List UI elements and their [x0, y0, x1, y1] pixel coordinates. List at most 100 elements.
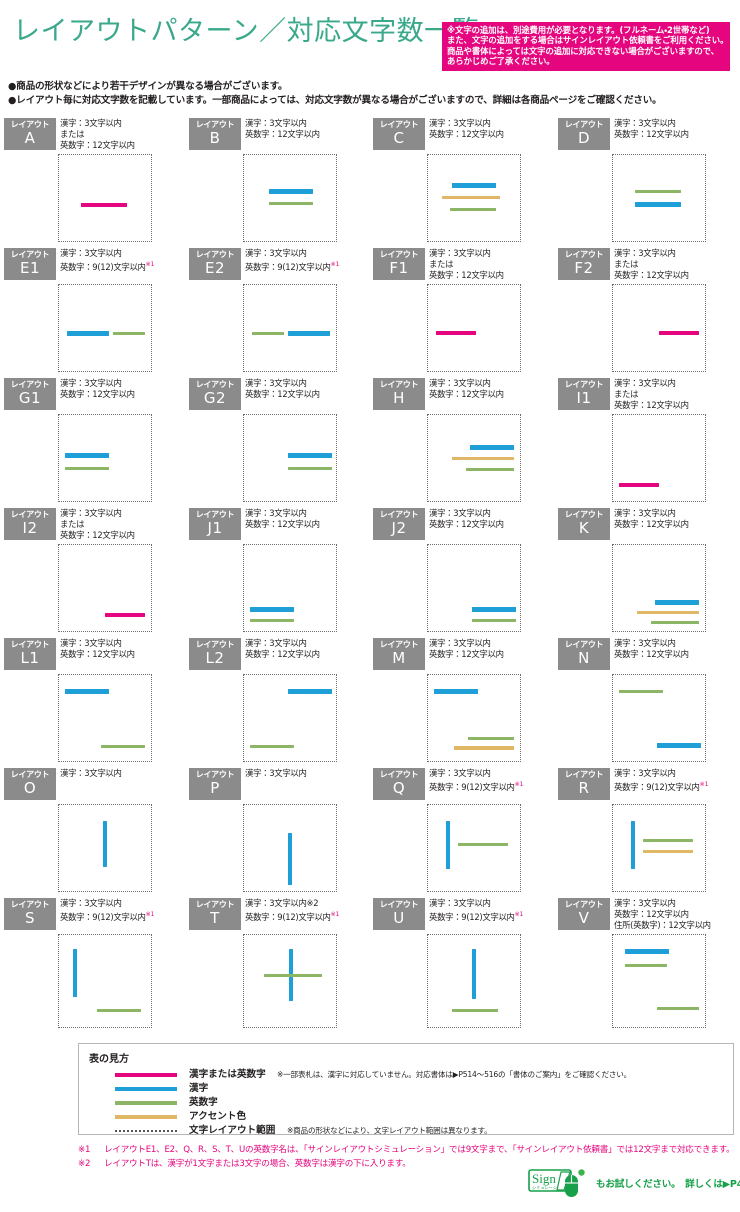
layout-stroke-kanji: [103, 821, 107, 867]
layout-badge-prefix: レイアウト: [10, 770, 50, 779]
layout-row: レイアウト O 漢字：3文字以内 レイアウト P 漢字：3文字以内 レイアウト Q 漢字：3文字…: [0, 768, 740, 898]
layout-spec-line: 英数字：12文字以内: [614, 129, 689, 139]
layout-badge-id: A: [24, 129, 36, 147]
footnote-marker: ※1: [699, 781, 709, 788]
layout-spec: 漢字：3文字以内 英数字：9(12)文字以内※1: [614, 768, 740, 793]
layout-spec-line: 漢字：3文字以内: [60, 248, 122, 258]
layout-stroke-kanji: [452, 183, 496, 188]
layout-card-g1[interactable]: レイアウト G1 漢字：3文字以内 英数字：12文字以内: [2, 378, 187, 508]
sign-simulation-logo-icon[interactable]: Sign シミュレーション: [528, 1166, 590, 1202]
layout-card-f1[interactable]: レイアウト F1 漢字：3文字以内 または 英数字：12文字以内: [371, 248, 556, 378]
layout-badge: レイアウト F1: [373, 248, 425, 280]
layout-card-n[interactable]: レイアウト N 漢字：3文字以内 英数字：12文字以内: [556, 638, 740, 768]
layout-spec-line: 英数字：9(12)文字以内※1: [429, 781, 524, 792]
layout-card-f2[interactable]: レイアウト F2 漢字：3文字以内 または 英数字：12文字以内: [556, 248, 740, 378]
layout-spec-line: 漢字：3文字以内: [429, 508, 491, 518]
layout-spec-line: 英数字：12文字以内: [429, 519, 504, 529]
layout-stroke-alnum: [452, 1009, 498, 1012]
layout-card-v[interactable]: レイアウト V 漢字：3文字以内 英数字：12文字以内 住所(英数字)：12文字以内: [556, 898, 740, 1035]
layout-card-l2[interactable]: レイアウト L2 漢字：3文字以内 英数字：12文字以内: [187, 638, 372, 768]
layout-spec: 漢字：3文字以内 英数字：12文字以内: [429, 118, 557, 140]
layout-badge-id: N: [578, 649, 590, 667]
layout-spec-line: 英数字：9(12)文字以内※1: [245, 261, 340, 272]
layout-card-s[interactable]: レイアウト S 漢字：3文字以内 英数字：9(12)文字以内※1: [2, 898, 187, 1035]
layout-card-m[interactable]: レイアウト M 漢字：3文字以内 英数字：12文字以内: [371, 638, 556, 768]
legend-title: 表の見方: [89, 1054, 129, 1065]
notice-line: ※文字の追加は、別途費用が必要となります。(フルネーム・2世帯など): [447, 25, 710, 35]
layout-card-c[interactable]: レイアウト C 漢字：3文字以内 英数字：12文字以内: [371, 118, 556, 248]
legend-swatch-dotted: [115, 1130, 177, 1132]
layout-spec-line: 漢字：3文字以内: [60, 768, 122, 778]
layout-stroke-kanji: [288, 453, 332, 458]
layout-card-i2[interactable]: レイアウト I2 漢字：3文字以内 または 英数字：12文字以内: [2, 508, 187, 638]
layout-spec-line: 英数字：12文字以内: [429, 270, 504, 280]
layout-card-j1[interactable]: レイアウト J1 漢字：3文字以内 英数字：12文字以内: [187, 508, 372, 638]
layout-stroke-alnum: [250, 745, 294, 748]
layout-spec-line: または: [60, 519, 85, 529]
footnote-marker: ※1: [330, 261, 340, 268]
layout-card-r[interactable]: レイアウト R 漢字：3文字以内 英数字：9(12)文字以内※1: [556, 768, 740, 898]
layout-badge-prefix: レイアウト: [564, 250, 604, 259]
layout-spec-line: 漢字：3文字以内: [60, 898, 122, 908]
layout-badge-id: E2: [204, 259, 226, 277]
layout-row: レイアウト E1 漢字：3文字以内 英数字：9(12)文字以内※1 レイアウト E2 漢字：…: [0, 248, 740, 378]
layout-badge-id: V: [578, 909, 590, 927]
layout-spec-line: または: [614, 389, 639, 399]
layout-spec: 漢字：3文字以内 英数字：12文字以内: [614, 118, 740, 140]
layout-row: レイアウト L1 漢字：3文字以内 英数字：12文字以内 レイアウト L2 漢字：3文字以内…: [0, 638, 740, 768]
layout-card-l1[interactable]: レイアウト L1 漢字：3文字以内 英数字：12文字以内: [2, 638, 187, 768]
layout-badge: レイアウト N: [558, 638, 610, 670]
layout-spec-line: 漢字：3文字以内: [60, 638, 122, 648]
footnote-text: レイアウトTは、漢字が1文字または3文字の場合、英数字は漢字の下に入ります。: [104, 1159, 411, 1169]
layout-card-e1[interactable]: レイアウト E1 漢字：3文字以内 英数字：9(12)文字以内※1: [2, 248, 187, 378]
layout-card-p[interactable]: レイアウト P 漢字：3文字以内: [187, 768, 372, 898]
layout-badge-prefix: レイアウト: [10, 250, 50, 259]
layout-card-t[interactable]: レイアウト T 漢字：3文字以内※2 英数字：9(12)文字以内※1: [187, 898, 372, 1035]
layout-spec: 漢字：3文字以内 英数字：9(12)文字以内※1: [60, 248, 188, 273]
layout-stroke-pink: [436, 331, 476, 335]
layout-badge: レイアウト T: [189, 898, 241, 930]
layout-badge-id: O: [23, 779, 37, 797]
layout-spec-line: 英数字：12文字以内: [614, 909, 689, 919]
layout-spec: 漢字：3文字以内 英数字：9(12)文字以内※1: [429, 768, 557, 793]
layout-card-g2[interactable]: レイアウト G2 漢字：3文字以内 英数字：12文字以内: [187, 378, 372, 508]
layout-stroke-accent: [643, 850, 693, 853]
layout-spec-line: 漢字：3文字以内: [429, 898, 491, 908]
layout-preview-frame: [58, 674, 152, 762]
layout-card-i1[interactable]: レイアウト I1 漢字：3文字以内 または 英数字：12文字以内: [556, 378, 740, 508]
layout-card-j2[interactable]: レイアウト J2 漢字：3文字以内 英数字：12文字以内: [371, 508, 556, 638]
layout-card-e2[interactable]: レイアウト E2 漢字：3文字以内 英数字：9(12)文字以内※1: [187, 248, 372, 378]
layout-badge: レイアウト V: [558, 898, 610, 930]
layout-badge: レイアウト I2: [4, 508, 56, 540]
layout-badge-id: P: [210, 779, 220, 797]
page-header: レイアウトパターン／対応文字数一覧 ※文字の追加は、別途費用が必要となります。(…: [0, 0, 740, 78]
layout-spec: 漢字：3文字以内 英数字：12文字以内: [245, 378, 373, 400]
layout-card-q[interactable]: レイアウト Q 漢字：3文字以内 英数字：9(12)文字以内※1: [371, 768, 556, 898]
layout-spec-line: 漢字：3文字以内※2: [245, 898, 319, 908]
legend-box: 表の見方 漢字または英数字 ※一部表札は、漢字に対応していません。対応書体は▶P5…: [78, 1043, 734, 1136]
footnote-marker: ※1: [330, 911, 340, 918]
layout-stroke-kanji: [67, 331, 109, 336]
layout-stroke-alnum: [288, 467, 332, 470]
layout-stroke-accent: [442, 196, 500, 199]
layout-spec-line: 英数字：12文字以内: [60, 649, 135, 659]
sign-simulation-block[interactable]: Sign シミュレーション もお試しください。 詳しくは▶P478: [528, 1166, 740, 1208]
layout-preview-frame: [427, 414, 521, 502]
layout-spec-line: 英数字：12文字以内: [614, 519, 689, 529]
layout-preview-frame: [243, 284, 337, 372]
sign-simulation-tagline: もお試しください。 詳しくは▶P478: [596, 1179, 740, 1190]
layout-card-d[interactable]: レイアウト D 漢字：3文字以内 英数字：12文字以内: [556, 118, 740, 248]
layout-badge-prefix: レイアウト: [195, 770, 235, 779]
layout-row: レイアウト I2 漢字：3文字以内 または 英数字：12文字以内 レイアウト J1 漢字：3文…: [0, 508, 740, 638]
layout-badge-prefix: レイアウト: [10, 640, 50, 649]
layout-card-u[interactable]: レイアウト U 漢字：3文字以内 英数字：9(12)文字以内※1: [371, 898, 556, 1035]
layout-card-k[interactable]: レイアウト K 漢字：3文字以内 英数字：12文字以内: [556, 508, 740, 638]
layout-spec: 漢字：3文字以内 英数字：9(12)文字以内※1: [429, 898, 557, 923]
layout-preview-frame: [612, 804, 706, 892]
layout-card-a[interactable]: レイアウト A 漢字：3文字以内 または 英数字：12文字以内: [2, 118, 187, 248]
layout-card-b[interactable]: レイアウト B 漢字：3文字以内 英数字：12文字以内: [187, 118, 372, 248]
layout-stroke-kanji: [250, 607, 294, 612]
layout-card-h[interactable]: レイアウト H 漢字：3文字以内 英数字：12文字以内: [371, 378, 556, 508]
layout-card-o[interactable]: レイアウト O 漢字：3文字以内: [2, 768, 187, 898]
layout-badge-id: U: [393, 909, 405, 927]
